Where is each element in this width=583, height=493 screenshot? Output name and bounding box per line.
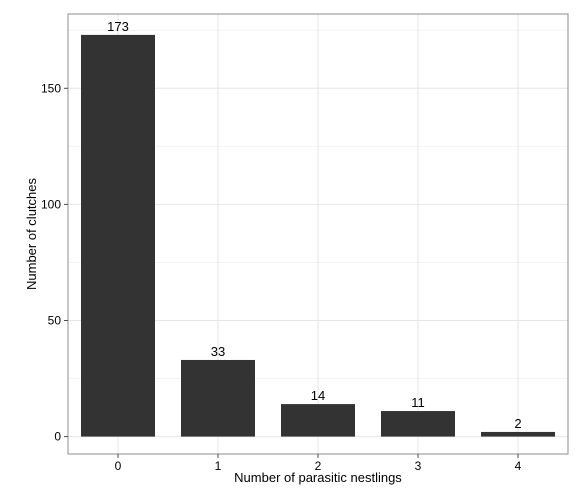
data-label-4: 2 bbox=[514, 416, 521, 431]
y-tick-label: 100 bbox=[41, 197, 61, 211]
x-tick-label: 0 bbox=[115, 459, 122, 473]
data-label-0: 173 bbox=[107, 19, 129, 34]
data-label-1: 33 bbox=[211, 344, 225, 359]
y-tick-label: 50 bbox=[48, 313, 62, 327]
bar-0 bbox=[81, 34, 155, 437]
y-axis: 0 50 100 150 bbox=[41, 81, 68, 444]
x-tick-label: 2 bbox=[315, 459, 322, 473]
data-label-3: 11 bbox=[411, 395, 425, 410]
y-tick-label: 150 bbox=[41, 81, 61, 95]
x-tick-label: 3 bbox=[415, 459, 422, 473]
x-tick-label: 4 bbox=[515, 459, 522, 473]
bar-1 bbox=[181, 359, 255, 437]
y-tick-label: 0 bbox=[54, 430, 61, 444]
bars bbox=[81, 34, 555, 437]
x-tick-label: 1 bbox=[215, 459, 222, 473]
bar-3 bbox=[381, 411, 455, 437]
data-labels: 173 33 14 11 2 bbox=[107, 19, 521, 431]
bar-2 bbox=[281, 404, 355, 437]
x-axis: 0 1 2 3 4 bbox=[115, 454, 522, 473]
y-axis-title: Number of clutches bbox=[24, 178, 39, 290]
x-axis-title: Number of parasitic nestlings bbox=[234, 470, 402, 485]
data-label-2: 14 bbox=[311, 388, 325, 403]
bar-4 bbox=[481, 431, 555, 437]
